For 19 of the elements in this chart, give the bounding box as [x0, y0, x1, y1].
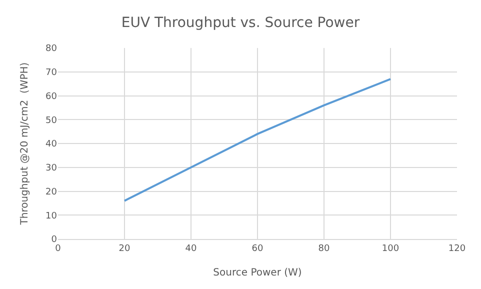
- y-tick-label: 0: [51, 235, 58, 246]
- y-tick-label: 10: [46, 211, 58, 222]
- line-series: [124, 78, 392, 202]
- y-tick-label: 40: [46, 140, 58, 150]
- y-tick-label: 30: [46, 164, 58, 174]
- y-tick-label: 80: [46, 44, 58, 54]
- x-tick-label: 100: [382, 244, 400, 254]
- x-tick-label: 20: [118, 244, 130, 254]
- y-tick-label: 20: [46, 187, 58, 198]
- y-tick-label: 60: [46, 92, 58, 102]
- y-axis-title: Throughput @20 mJ/cm2 (WPH): [20, 62, 31, 226]
- x-axis-title: Source Power (W): [213, 267, 302, 278]
- x-tick-label: 80: [318, 244, 330, 254]
- chart-title: EUV Throughput vs. Source Power: [121, 15, 360, 32]
- y-tick-label: 70: [46, 68, 58, 78]
- x-tick-label: 120: [448, 244, 466, 254]
- x-tick-label: 60: [252, 244, 264, 254]
- y-tick-label: 50: [46, 116, 58, 126]
- x-tick-label: 40: [185, 244, 197, 254]
